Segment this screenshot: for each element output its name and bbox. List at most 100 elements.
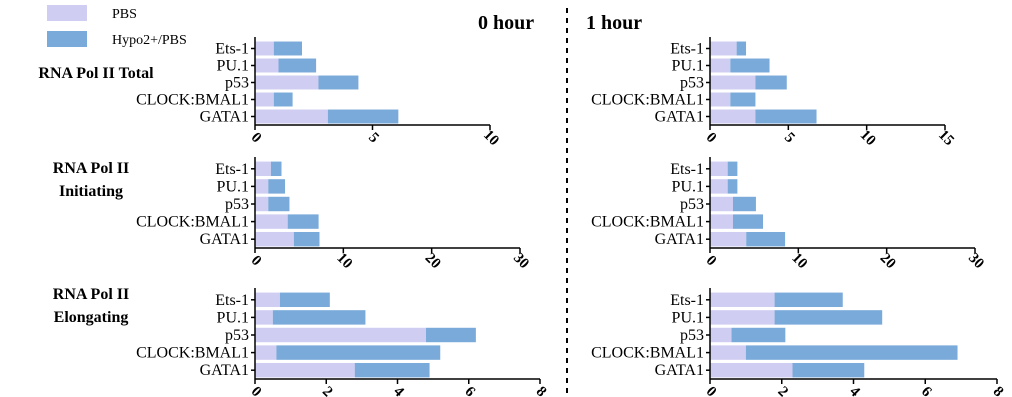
bar-ets-1-pbs [255,161,271,177]
bar-p53-hypo2-pbs [426,327,476,343]
bar-p53-hypo2-pbs [318,75,359,90]
category-label-pu-1: PU.1 [672,309,704,326]
category-label-clock-bmal1: CLOCK:BMAL1 [136,214,249,231]
bar-p53-pbs [255,196,269,212]
category-label-gata1: GATA1 [655,231,704,248]
bar-ets-1-hypo2-pbs [273,41,302,56]
bar-clock-bmal1-hypo2-pbs [287,214,319,229]
category-label-ets-1: Ets-1 [670,292,704,309]
category-label-p53: p53 [680,75,704,92]
bar-pu-1-hypo2-pbs [268,179,286,194]
bar-clock-bmal1-pbs [710,214,733,229]
bar-p53-pbs [710,196,733,212]
x-tick-label-20: 20 [877,250,899,272]
legend: PBS Hypo2+/PBS [47,5,187,48]
bar-ets-1-hypo2-pbs [774,292,843,308]
column-title-1-hour: 1 hour [586,12,642,34]
x-tick-label-15: 15 [935,127,957,149]
bar-ets-1-pbs [255,41,274,56]
column-title-0-hour: 0 hour [478,12,534,34]
category-label-p53: p53 [225,75,249,92]
bar-pu-1-hypo2-pbs [278,58,317,73]
category-label-ets-1: Ets-1 [215,292,249,309]
bar-p53-pbs [710,327,732,343]
x-tick-label-30: 30 [510,250,532,272]
x-tick-label-0: 0 [248,384,265,397]
bar-pu-1-pbs [710,58,731,73]
category-label-p53: p53 [225,196,249,213]
category-label-pu-1: PU.1 [217,58,249,75]
x-tick-label-10: 10 [788,250,810,272]
bar-clock-bmal1-pbs [710,345,746,360]
x-tick-label-0: 0 [703,130,720,147]
bar-clock-bmal1-hypo2-pbs [276,345,441,360]
legend-label-pbs: PBS [112,7,137,22]
x-tick-label-4: 4 [846,384,863,397]
category-label-p53: p53 [680,327,704,344]
category-label-gata1: GATA1 [200,231,249,248]
bar-clock-bmal1-hypo2-pbs [732,214,763,229]
category-label-pu-1: PU.1 [217,309,249,326]
bar-ets-1-hypo2-pbs [727,161,738,177]
x-tick-label-5: 5 [781,130,798,147]
category-label-gata1: GATA1 [200,362,249,379]
bar-gata1-hypo2-pbs [327,109,399,124]
bar-p53-pbs [255,75,319,90]
category-label-clock-bmal1: CLOCK:BMAL1 [591,214,704,231]
bar-p53-hypo2-pbs [268,196,290,212]
category-label-pu-1: PU.1 [672,58,704,75]
category-label-pu-1: PU.1 [672,178,704,195]
bar-clock-bmal1-hypo2-pbs [745,345,958,360]
bar-clock-bmal1-hypo2-pbs [273,92,293,107]
bar-p53-hypo2-pbs [731,327,786,343]
bar-pu-1-hypo2-pbs [730,58,770,73]
bar-gata1-pbs [255,362,355,378]
bar-clock-bmal1-pbs [255,214,288,229]
bar-clock-bmal1-hypo2-pbs [730,92,756,107]
bar-gata1-hypo2-pbs [755,109,817,124]
bar-p53-pbs [710,75,756,90]
bar-clock-bmal1-pbs [255,92,274,107]
x-tick-label-5: 5 [365,130,382,147]
row-label-initiating-line1: RNA Pol II [53,160,129,177]
bar-pu-1-hypo2-pbs [727,179,738,194]
x-tick-label-10: 10 [480,127,502,149]
x-tick-label-2: 2 [774,384,791,397]
bar-ets-1-pbs [710,292,775,308]
x-tick-label-4: 4 [390,384,407,397]
bar-ets-1-pbs [710,161,728,177]
row-label-initiating-line2: Initiating [59,183,123,200]
bar-ets-1-pbs [710,41,737,56]
bar-p53-hypo2-pbs [755,75,787,90]
bar-pu-1-hypo2-pbs [774,310,883,325]
category-label-clock-bmal1: CLOCK:BMAL1 [136,345,249,362]
x-tick-label-0: 0 [248,253,265,270]
bar-pu-1-pbs [710,179,728,194]
bar-gata1-hypo2-pbs [792,362,865,378]
bar-gata1-pbs [255,109,328,124]
row-label-elongating-line1: RNA Pol II [53,286,129,303]
category-label-ets-1: Ets-1 [670,161,704,178]
category-label-ets-1: Ets-1 [215,41,249,58]
bar-gata1-pbs [710,109,756,124]
x-tick-label-8: 8 [533,384,550,397]
bar-p53-hypo2-pbs [732,196,756,212]
category-label-clock-bmal1: CLOCK:BMAL1 [591,92,704,109]
bar-pu-1-pbs [255,58,279,73]
x-tick-label-6: 6 [461,384,478,397]
x-tick-label-10: 10 [333,250,355,272]
bar-p53-pbs [255,327,426,343]
bar-gata1-pbs [710,362,793,378]
x-tick-label-10: 10 [857,127,879,149]
category-label-p53: p53 [225,327,249,344]
x-tick-label-0: 0 [248,130,265,147]
bar-gata1-pbs [255,231,294,247]
bar-ets-1-hypo2-pbs [270,161,282,177]
bar-ets-1-hypo2-pbs [279,292,330,308]
x-tick-label-2: 2 [319,384,336,397]
bar-clock-bmal1-pbs [255,345,277,360]
